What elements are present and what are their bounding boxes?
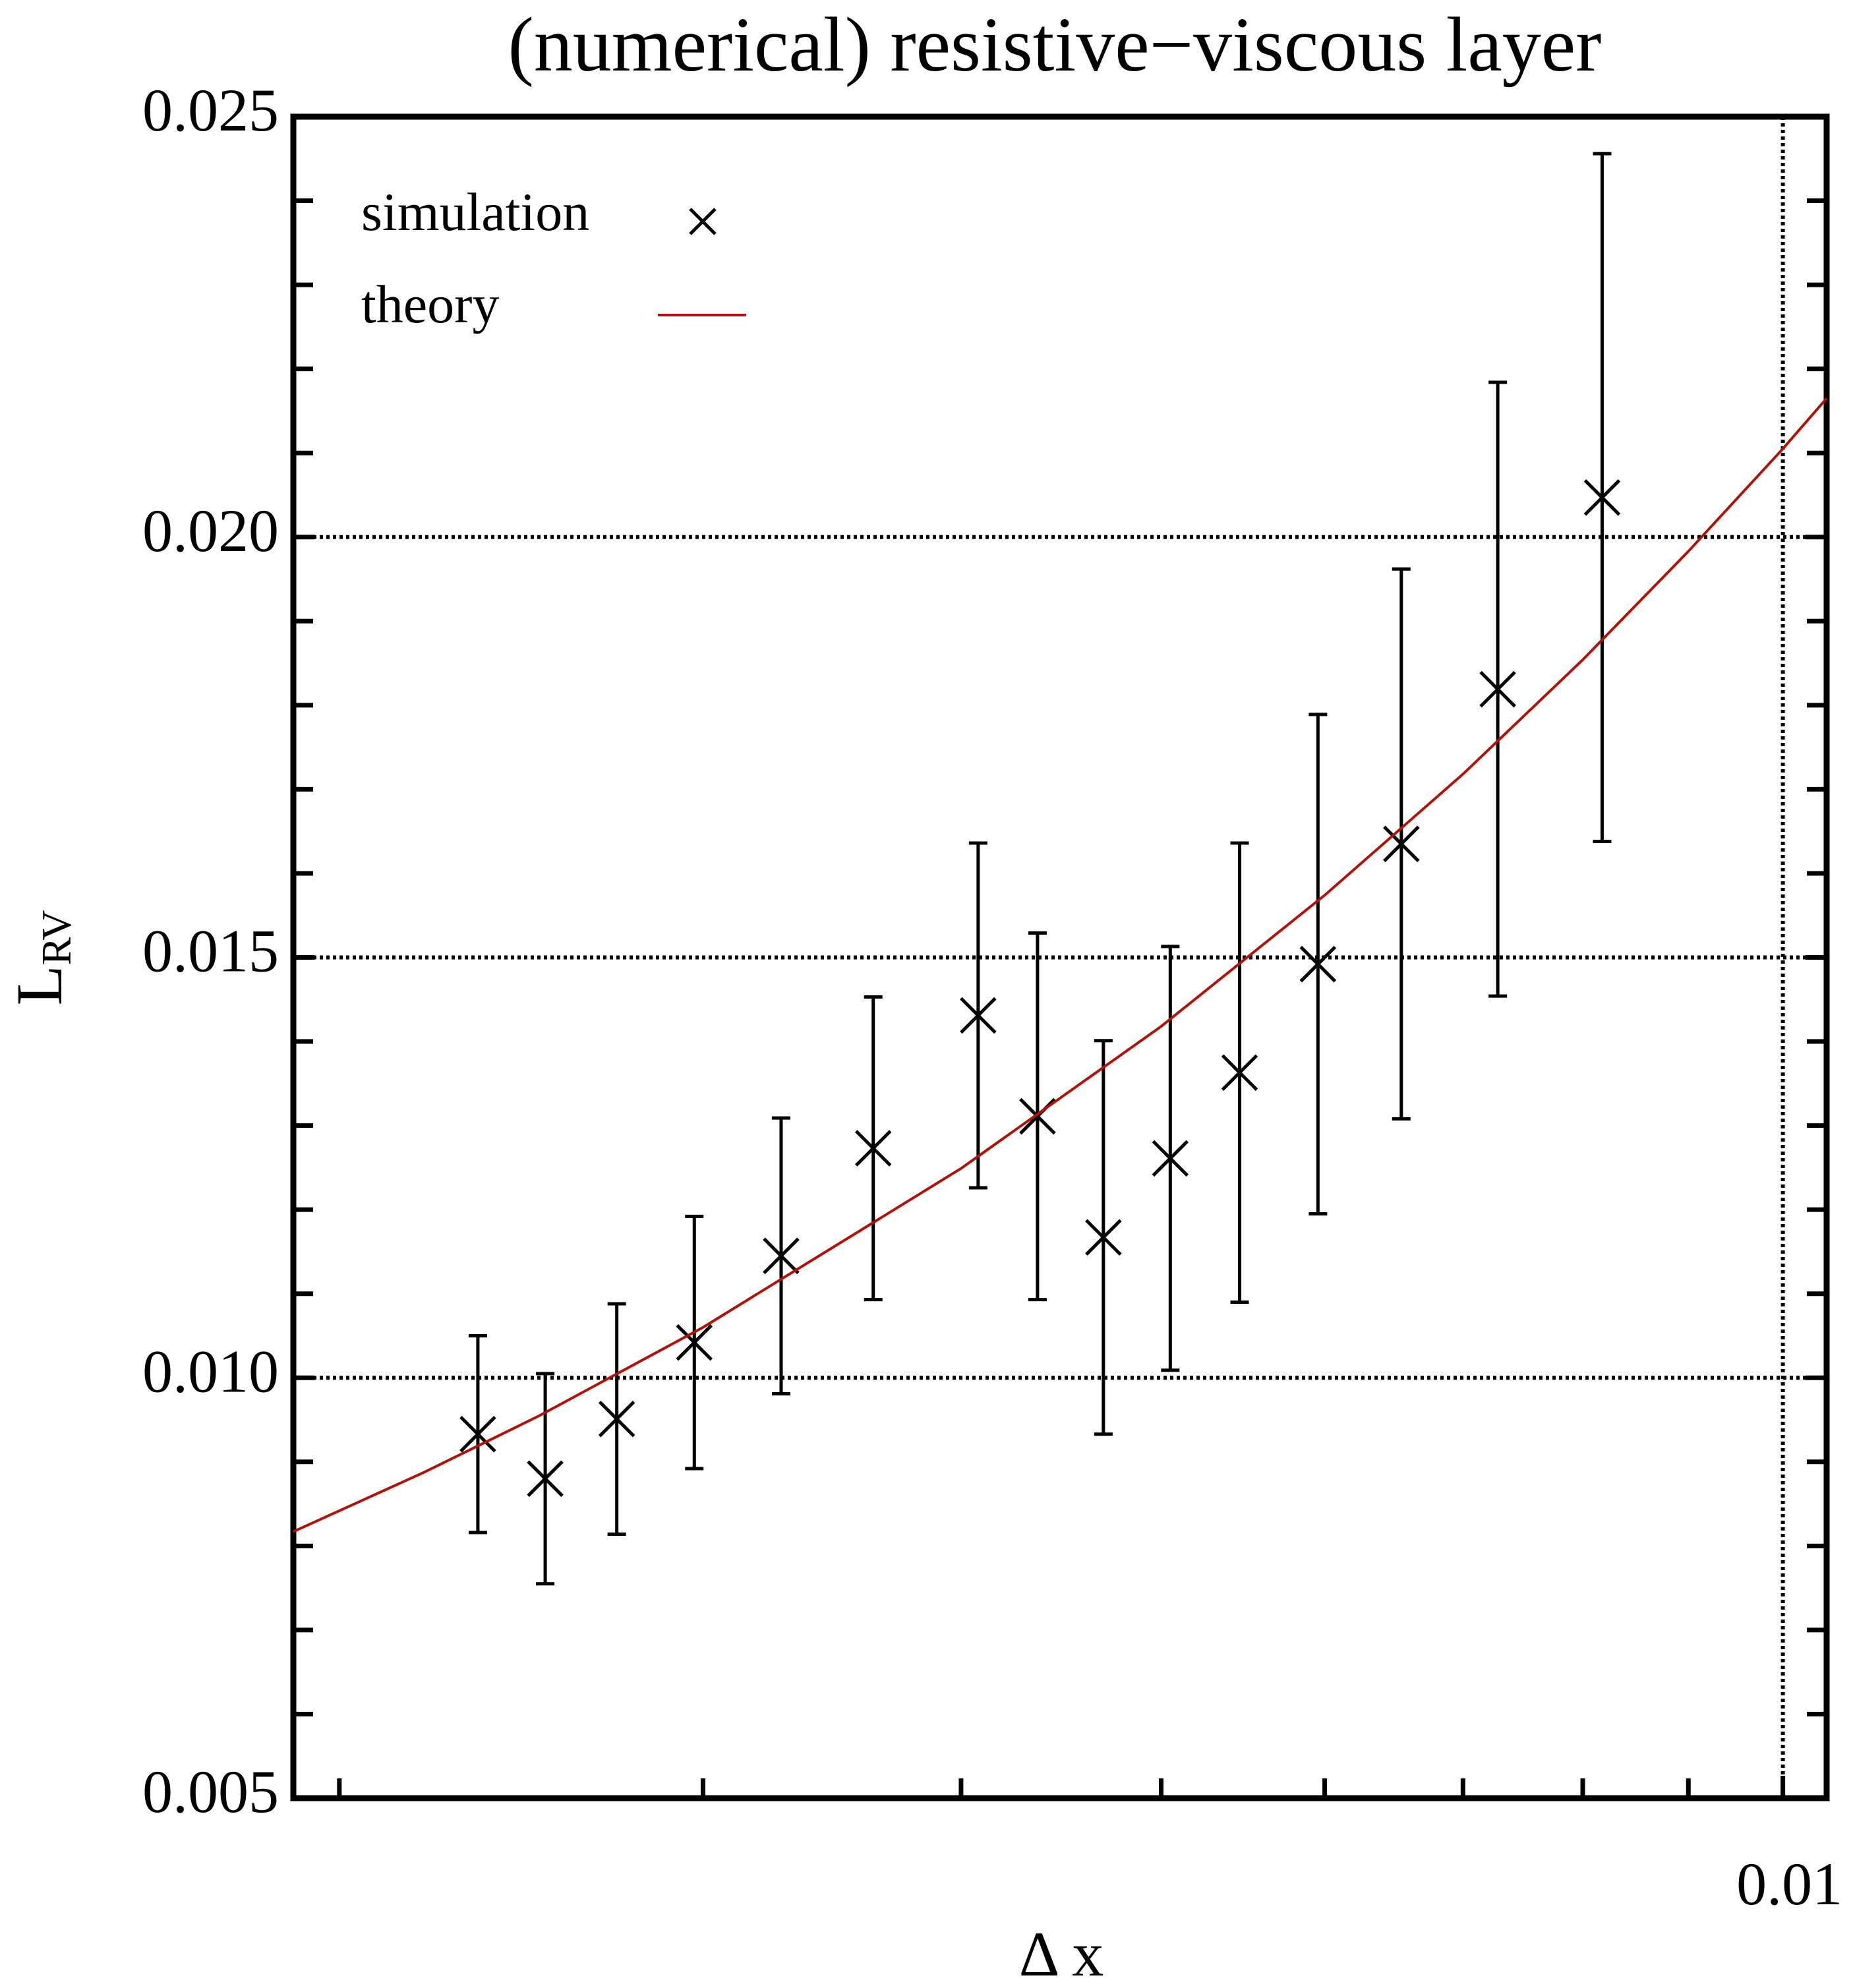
data-point	[854, 1130, 892, 1167]
x-tick-label: 0.01	[1736, 1850, 1842, 1917]
data-point	[1152, 1140, 1189, 1177]
data-point	[1383, 825, 1420, 863]
x-axis-label: Δ x	[1019, 1919, 1103, 1988]
y-axis-label: LRV	[3, 910, 80, 1006]
data-point	[459, 1415, 496, 1453]
y-tick-label: 0.015	[142, 918, 279, 985]
data-point	[763, 1237, 800, 1275]
y-tick-label: 0.010	[142, 1337, 279, 1405]
theory-line	[293, 397, 1828, 1533]
y-tick-label: 0.005	[142, 1758, 279, 1825]
legend-label: theory	[361, 274, 499, 334]
y-tick-label: 0.025	[142, 76, 279, 144]
data-point	[1299, 945, 1337, 983]
data-point	[1479, 670, 1516, 708]
y-axis-label-main: L	[3, 965, 76, 1005]
data-point	[960, 997, 997, 1034]
legend-label: simulation	[361, 182, 589, 242]
legend-marker	[689, 208, 717, 235]
plot-frame	[290, 113, 1830, 1801]
data-point	[1221, 1054, 1258, 1092]
data-point	[598, 1400, 635, 1438]
data-point	[676, 1324, 713, 1361]
y-tick-label: 0.020	[142, 497, 279, 564]
data-point	[1583, 479, 1621, 516]
y-axis-label-sub: RV	[33, 910, 80, 966]
chart-title: (numerical) resistive−viscous layer	[508, 1, 1602, 88]
data-point	[527, 1460, 564, 1498]
data-point	[1085, 1219, 1122, 1256]
